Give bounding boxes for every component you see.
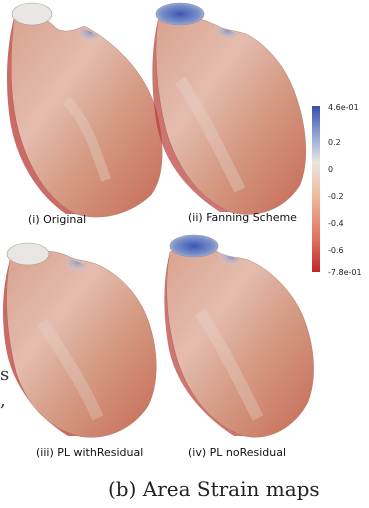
heart-mesh-fanning — [152, 2, 307, 215]
heart-mesh-pl-withresidual — [3, 242, 157, 438]
colorbar: 4.6e-01 0.2 0 -0.2 -0.4 -0.6 -7.8e-01 — [312, 103, 369, 277]
panel-label-original: (i) Original — [28, 213, 87, 226]
heart-panel-pl-withresidual: (iii) PL withResidual — [2, 232, 162, 462]
heart-mesh-original — [7, 2, 163, 218]
heart-panel-fanning: (ii) Fanning Scheme — [150, 0, 310, 232]
margin-glyph-comma: , — [0, 390, 6, 411]
colorbar-tick-max: 4.6e-01 — [328, 103, 359, 112]
colorbar-tick-0: 0 — [328, 165, 334, 174]
colorbar-tick-neg-0-4: -0.4 — [328, 219, 344, 228]
panel-label-fanning: (ii) Fanning Scheme — [188, 211, 297, 224]
panel-label-pl-noresidual: (iv) PL noResidual — [188, 446, 287, 459]
colorbar-tick-neg-0-2: -0.2 — [328, 192, 344, 201]
panel-label-pl-withresidual: (iii) PL withResidual — [36, 446, 144, 459]
heart-mesh-pl-noresidual — [164, 234, 314, 438]
colorbar-tick-neg-0-6: -0.6 — [328, 246, 344, 255]
margin-glyph-s: s — [0, 364, 10, 385]
colorbar-gradient — [312, 106, 320, 272]
figure-caption: (b) Area Strain maps — [108, 477, 320, 501]
colorbar-tick-min: -7.8e-01 — [328, 268, 362, 277]
heart-panel-pl-noresidual: (iv) PL noResidual — [160, 232, 320, 462]
colorbar-tick-0-2: 0.2 — [328, 138, 341, 147]
heart-panel-original: (i) Original — [6, 0, 166, 232]
